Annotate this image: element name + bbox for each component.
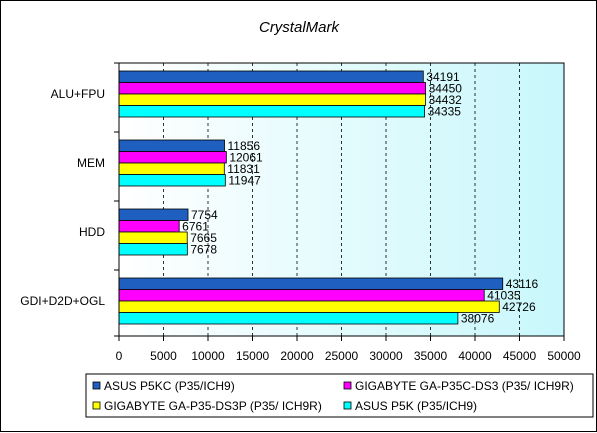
- value-label: 38076: [461, 312, 495, 326]
- bar: [118, 243, 188, 256]
- x-tick-label: 5000: [150, 349, 177, 363]
- legend-label: GIGABYTE GA-P35C-DS3 (P35/ ICH9R): [355, 379, 574, 393]
- legend-swatch: [92, 401, 101, 410]
- value-label: 7665: [190, 231, 217, 245]
- axes: ALU+FPU MEM HDD GDI+D2D+OGL 0 5000 10000 15000 2…: [20, 62, 581, 363]
- bar: [118, 82, 427, 95]
- legend-label: GIGABYTE GA-P35-DS3P (P35/ ICH9R): [104, 399, 322, 413]
- bar: [118, 231, 188, 244]
- bar: [118, 300, 500, 313]
- bar: [118, 312, 459, 325]
- legend-label: ASUS P5KC (P35/ICH9): [104, 379, 235, 393]
- bar: [118, 139, 225, 152]
- bar: [118, 174, 226, 187]
- value-label: 43116: [506, 277, 539, 291]
- bar: [118, 105, 425, 118]
- value-label: 7754: [191, 208, 218, 222]
- bar: [118, 208, 189, 221]
- chart-title: CrystalMark: [259, 19, 341, 36]
- value-label: 7678: [190, 243, 217, 257]
- value-label: 11947: [228, 174, 261, 188]
- bar: [118, 162, 225, 175]
- category-label: GDI+D2D+OGL: [20, 294, 105, 308]
- legend-swatch: [343, 401, 352, 410]
- category-label: ALU+FPU: [51, 87, 105, 101]
- x-tick-label: 15000: [236, 349, 270, 363]
- x-tick-label: 25000: [325, 349, 359, 363]
- bars-layer: [118, 70, 504, 325]
- bar: [118, 70, 424, 83]
- legend-swatch: [92, 381, 101, 390]
- value-label: 34191: [426, 70, 460, 84]
- x-tick-label: 10000: [191, 349, 225, 363]
- x-tick-label: 35000: [414, 349, 448, 363]
- value-labels: 34191 11856 7754 43116 34450 12061 6761 41035 34…: [182, 70, 538, 326]
- bar: [118, 289, 485, 302]
- value-label: 34335: [428, 105, 462, 119]
- x-tick-label: 20000: [280, 349, 314, 363]
- value-label: 34432: [428, 93, 462, 107]
- legend-box: [85, 373, 594, 418]
- legend-swatch: [343, 381, 352, 390]
- value-label: 34450: [429, 82, 463, 96]
- legend-label: ASUS P5K (P35/ICH9): [355, 399, 477, 413]
- value-label: 6761: [182, 220, 209, 234]
- x-tick-label: 45000: [503, 349, 537, 363]
- value-label: 42726: [502, 300, 536, 314]
- bar: [118, 93, 426, 106]
- category-label: MEM: [77, 156, 105, 170]
- bar: [118, 151, 227, 164]
- value-label: 11856: [228, 139, 261, 153]
- category-label: HDD: [79, 225, 105, 239]
- x-tick-label: 30000: [369, 349, 403, 363]
- x-tick-label: 40000: [458, 349, 492, 363]
- x-tick-label: 50000: [547, 349, 581, 363]
- bar: [118, 220, 180, 233]
- value-label: 11831: [227, 162, 260, 176]
- value-label: 41035: [487, 289, 521, 303]
- bar: [118, 277, 504, 290]
- legend: ASUS P5KC (P35/ICH9) GIGABYTE GA-P35C-DS3…: [85, 373, 594, 418]
- value-label: 12061: [229, 151, 263, 165]
- x-tick-label: 0: [116, 349, 123, 363]
